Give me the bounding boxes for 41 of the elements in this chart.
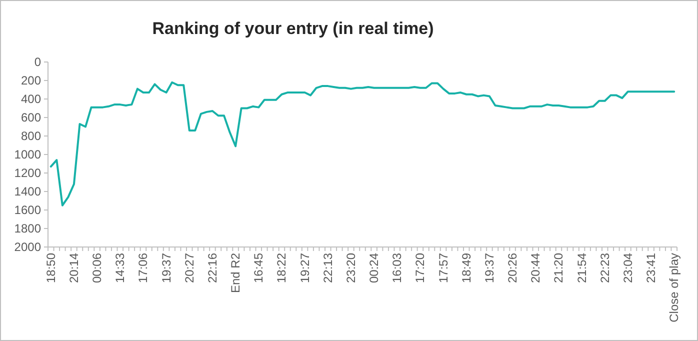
x-tick-label: 23:41: [644, 252, 658, 284]
y-tick-label: 1400: [14, 184, 42, 199]
x-tick-label: 19:37: [482, 252, 496, 284]
x-tick-label: 14:33: [113, 252, 128, 284]
x-tick-label: 20:14: [66, 252, 81, 284]
x-tick-label: 23:20: [344, 252, 358, 284]
y-tick-label: 800: [20, 129, 42, 144]
x-tick-label: End R2: [228, 252, 243, 294]
x-tick-label: 22:13: [320, 252, 335, 284]
x-tick-label: 17:20: [413, 252, 428, 284]
x-tick-label: 20:27: [182, 252, 196, 284]
x-tick-label: 20:26: [506, 252, 520, 284]
chart-title: Ranking of your entry (in real time): [152, 19, 434, 38]
y-tick-label: 1800: [14, 222, 42, 236]
x-tick-label: 00:06: [90, 252, 104, 284]
x-tick-label: 20:44: [528, 252, 543, 284]
x-tick-label: 00:24: [367, 252, 382, 284]
x-tick-label: 16:03: [390, 252, 404, 284]
y-tick-label: 2000: [14, 240, 42, 254]
x-tick-label: 18:50: [44, 252, 58, 284]
y-tick-label: 400: [20, 92, 42, 106]
y-tick-label: 1600: [14, 203, 42, 218]
x-tick-label: 17:06: [136, 252, 150, 284]
x-tick-label: 22:16: [205, 252, 220, 284]
x-tick-label: 21:54: [574, 252, 589, 284]
x-tick-label: 23:04: [620, 252, 635, 284]
x-tick-label: 18:49: [459, 252, 474, 284]
line-series: [50, 81, 676, 206]
x-tick-label: 19:37: [159, 252, 174, 284]
x-tick-label: 21:20: [552, 252, 566, 284]
y-tick-label: 0: [34, 55, 42, 70]
x-tick-label: Close of play: [667, 253, 682, 322]
x-tick-label: 22:23: [598, 252, 612, 284]
x-tick-label: 18:22: [274, 252, 289, 284]
y-tick-label: 600: [20, 110, 42, 125]
x-tick-label: 16:45: [252, 252, 266, 284]
y-tick-label: 1000: [14, 148, 42, 162]
y-tick-label: 200: [20, 74, 42, 88]
x-tick-label: 17:57: [436, 252, 450, 284]
x-tick-label: 19:27: [298, 252, 312, 284]
y-tick-label: 1200: [14, 166, 42, 180]
